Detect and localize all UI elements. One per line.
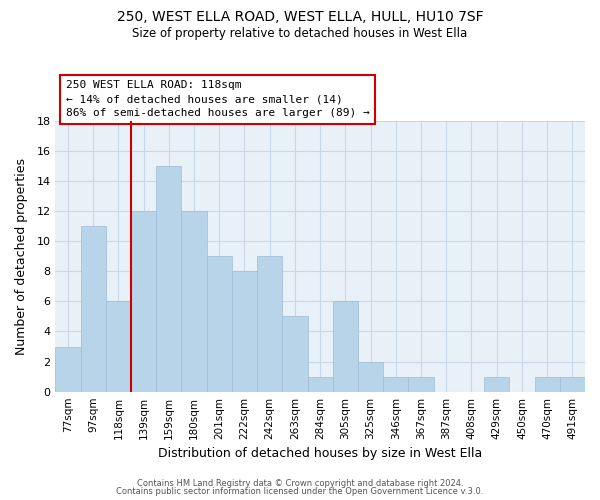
Text: 250, WEST ELLA ROAD, WEST ELLA, HULL, HU10 7SF: 250, WEST ELLA ROAD, WEST ELLA, HULL, HU… (116, 10, 484, 24)
Bar (358, 362, 383, 392)
X-axis label: Distribution of detached houses by size in West Ella: Distribution of detached houses by size … (158, 447, 482, 460)
Bar (181, 211, 206, 392)
Bar (106, 302, 131, 392)
Text: Size of property relative to detached houses in West Ella: Size of property relative to detached ho… (133, 28, 467, 40)
Bar (409, 376, 434, 392)
Bar (131, 211, 156, 392)
Bar (308, 376, 333, 392)
Bar (206, 256, 232, 392)
Bar (560, 376, 585, 392)
Bar (80, 226, 106, 392)
Bar (283, 316, 308, 392)
Text: Contains public sector information licensed under the Open Government Licence v.: Contains public sector information licen… (116, 487, 484, 496)
Bar (383, 376, 409, 392)
Bar (535, 376, 560, 392)
Text: 250 WEST ELLA ROAD: 118sqm
← 14% of detached houses are smaller (14)
86% of semi: 250 WEST ELLA ROAD: 118sqm ← 14% of deta… (66, 80, 370, 118)
Bar (257, 256, 283, 392)
Text: Contains HM Land Registry data © Crown copyright and database right 2024.: Contains HM Land Registry data © Crown c… (137, 478, 463, 488)
Bar (232, 272, 257, 392)
Bar (55, 346, 80, 392)
Bar (484, 376, 509, 392)
Y-axis label: Number of detached properties: Number of detached properties (15, 158, 28, 355)
Bar (333, 302, 358, 392)
Bar (156, 166, 181, 392)
